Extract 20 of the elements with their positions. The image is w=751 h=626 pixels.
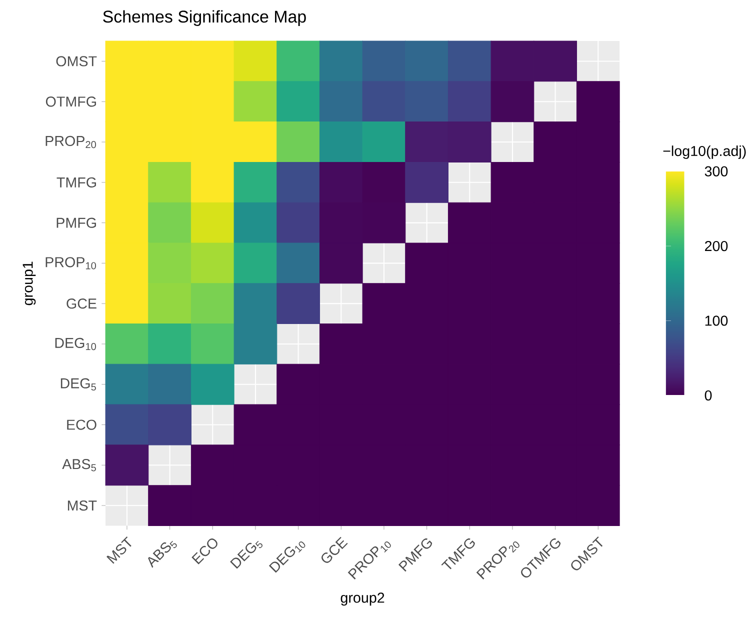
y-tick-label: PROP$_{10}$ <box>46 256 96 270</box>
y-tick-label: OMST <box>56 56 97 66</box>
x-axis-title: group2 <box>340 592 384 606</box>
y-tick-label: GCE <box>66 298 96 308</box>
y-tick-label: ECO <box>67 420 96 430</box>
y-tick-label: PMFG <box>56 218 96 228</box>
y-tick-label: PROP$_{20}$ <box>46 136 96 148</box>
y-tick-label: ABS$_{5}$ <box>62 458 96 472</box>
color-bar-label: 100 <box>705 315 728 326</box>
chart-title: Schemes Significance Map <box>103 10 306 26</box>
color-bar-label: 300 <box>704 166 728 176</box>
y-tick-label: TMFG <box>56 177 96 188</box>
y-tick-label: MST <box>68 500 97 510</box>
y-tick-label: DEG$_{10}$ <box>55 338 96 350</box>
y-axis-title: group1 <box>22 262 36 305</box>
color-bar-label: 0 <box>704 390 712 400</box>
color-bar-title: −log10(p.adj) <box>663 145 746 159</box>
y-tick-label: DEG$_{5}$ <box>60 378 96 390</box>
y-tick-label: OTMFG <box>46 96 96 107</box>
color-bar-label: 200 <box>705 240 728 251</box>
